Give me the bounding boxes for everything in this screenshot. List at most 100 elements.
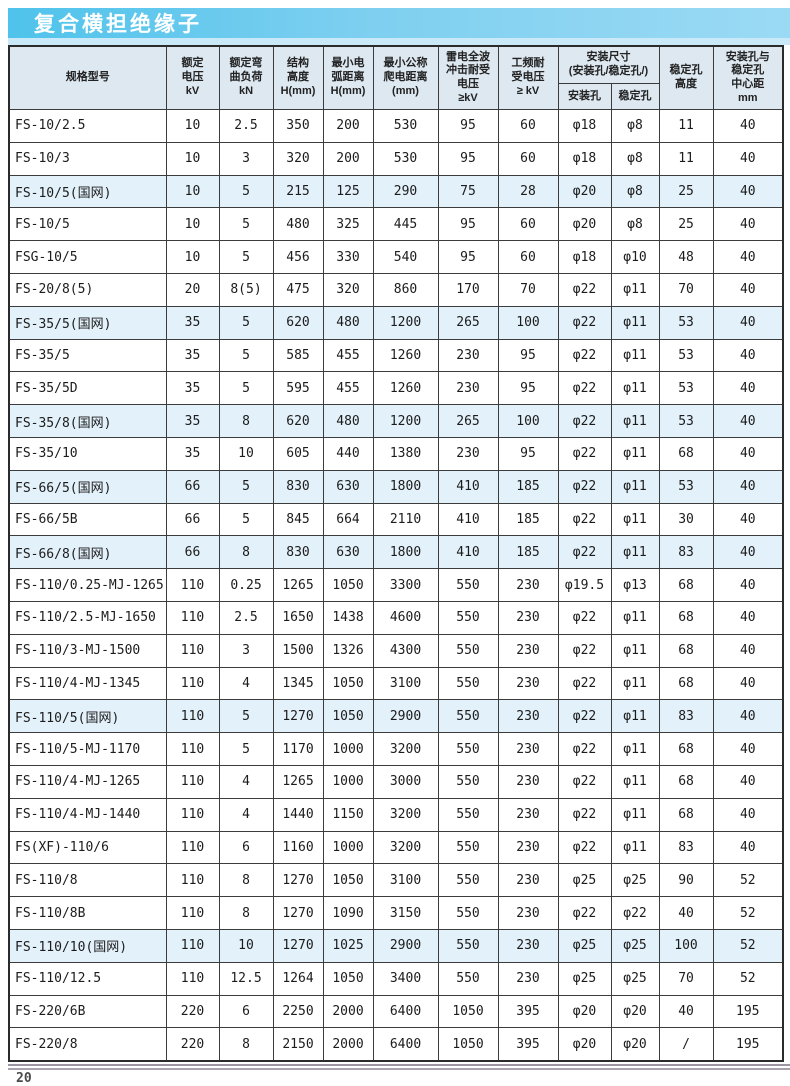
lightning-impulse-cell: 95 [437,207,499,242]
min-arc-distance-cell: 455 [322,371,374,406]
stable-hole-height-cell: 90 [658,863,714,898]
col-header-stable-hole-height: 稳定孔 高度 [658,45,714,110]
mount-hole-cell: φ22 [557,272,612,307]
lightning-impulse-cell: 1050 [437,1027,499,1062]
min-creepage-cell: 530 [372,109,439,143]
min-arc-distance-cell: 325 [322,207,374,242]
min-arc-distance-cell: 1050 [322,699,374,734]
min-creepage-cell: 3150 [372,896,439,930]
model-cell: FS-110/8 [8,863,167,898]
model-cell: FS-220/6B [8,994,167,1029]
stable-hole-height-cell: 70 [658,961,714,996]
min-arc-distance-cell: 2000 [322,994,374,1029]
min-creepage-cell: 6400 [372,994,439,1029]
power-freq-cell: 230 [497,797,559,832]
power-freq-cell: 395 [497,1027,559,1062]
mount-hole-cell: φ20 [557,174,612,209]
hole-center-distance-cell: 40 [712,207,784,242]
model-cell: FS-35/5 [8,338,167,373]
power-freq-cell: 95 [497,338,559,373]
table-row: FS-110/8B 110 8 1270 1090 3150 550 230 φ… [8,896,784,930]
mount-hole-cell: φ22 [557,896,612,930]
power-freq-cell: 395 [497,994,559,1029]
structure-height-cell: 1500 [272,633,324,668]
stable-hole-cell: φ8 [610,207,660,242]
mount-hole-cell: φ22 [557,830,612,865]
stable-hole-height-cell: 40 [658,994,714,1029]
lightning-impulse-cell: 230 [437,371,499,406]
structure-height-cell: 620 [272,404,324,438]
lightning-impulse-cell: 550 [437,896,499,930]
stable-hole-height-cell: 53 [658,371,714,406]
hole-center-distance-cell: 40 [712,600,784,635]
mount-hole-cell: φ22 [557,633,612,668]
lightning-impulse-cell: 75 [437,174,499,209]
mount-hole-cell: φ20 [557,207,612,242]
min-arc-distance-cell: 480 [322,305,374,340]
rated-voltage-cell: 35 [165,371,220,406]
stable-hole-cell: φ11 [610,436,660,471]
min-creepage-cell: 3200 [372,797,439,832]
mount-hole-cell: φ22 [557,764,612,799]
model-cell: FS-110/5(国网) [8,699,167,734]
table-row: FS-110/4-MJ-1345 110 4 1345 1050 3100 55… [8,666,784,701]
min-arc-distance-cell: 200 [322,141,374,176]
table-row: FS-10/3 10 3 320 200 530 95 60 φ18 φ8 11… [8,141,784,176]
min-arc-distance-cell: 440 [322,436,374,471]
min-arc-distance-cell: 1438 [322,600,374,635]
structure-height-cell: 1170 [272,732,324,766]
rated-voltage-cell: 10 [165,174,220,209]
min-creepage-cell: 1200 [372,404,439,438]
hole-center-distance-cell: 52 [712,928,784,963]
stable-hole-cell: φ25 [610,863,660,898]
hole-center-distance-cell: 40 [712,797,784,832]
mount-hole-cell: φ19.5 [557,568,612,602]
rated-voltage-cell: 110 [165,699,220,734]
stable-hole-cell: φ11 [610,338,660,373]
min-arc-distance-cell: 630 [322,535,374,570]
stable-hole-cell: φ20 [610,1027,660,1062]
min-creepage-cell: 3400 [372,961,439,996]
stable-hole-cell: φ10 [610,240,660,274]
min-creepage-cell: 4300 [372,633,439,668]
model-cell: FS-66/5B [8,502,167,537]
hole-center-distance-cell: 40 [712,141,784,176]
bending-load-cell: 5 [218,469,274,504]
bending-load-cell: 5 [218,502,274,537]
lightning-impulse-cell: 410 [437,502,499,537]
structure-height-cell: 1264 [272,961,324,996]
hole-center-distance-cell: 40 [712,666,784,701]
table-row: FS-10/5 10 5 480 325 445 95 60 φ20 φ8 25… [8,207,784,242]
mount-hole-cell: φ25 [557,928,612,963]
stable-hole-height-cell: 83 [658,699,714,734]
rated-voltage-cell: 110 [165,732,220,766]
bending-load-cell: 4 [218,797,274,832]
hole-center-distance-cell: 40 [712,568,784,602]
structure-height-cell: 595 [272,371,324,406]
model-cell: FS-110/10(国网) [8,928,167,963]
footer-rule [8,1064,790,1070]
rated-voltage-cell: 110 [165,830,220,865]
lightning-impulse-cell: 550 [437,797,499,832]
model-cell: FS-110/12.5 [8,961,167,996]
lightning-impulse-cell: 95 [437,240,499,274]
mount-hole-cell: φ20 [557,994,612,1029]
model-cell: FS-10/5(国网) [8,174,167,209]
hole-center-distance-cell: 40 [712,338,784,373]
rated-voltage-cell: 110 [165,961,220,996]
min-arc-distance-cell: 1090 [322,896,374,930]
power-freq-cell: 60 [497,207,559,242]
rated-voltage-cell: 66 [165,469,220,504]
rated-voltage-cell: 35 [165,338,220,373]
structure-height-cell: 605 [272,436,324,471]
power-freq-cell: 60 [497,109,559,143]
hole-center-distance-cell: 40 [712,830,784,865]
bending-load-cell: 8 [218,863,274,898]
min-arc-distance-cell: 330 [322,240,374,274]
rated-voltage-cell: 110 [165,568,220,602]
bending-load-cell: 5 [218,371,274,406]
stable-hole-height-cell: 30 [658,502,714,537]
table-row: FS-10/5(国网) 10 5 215 125 290 75 28 φ20 φ… [8,174,784,209]
power-freq-cell: 70 [497,272,559,307]
hole-center-distance-cell: 40 [712,535,784,570]
